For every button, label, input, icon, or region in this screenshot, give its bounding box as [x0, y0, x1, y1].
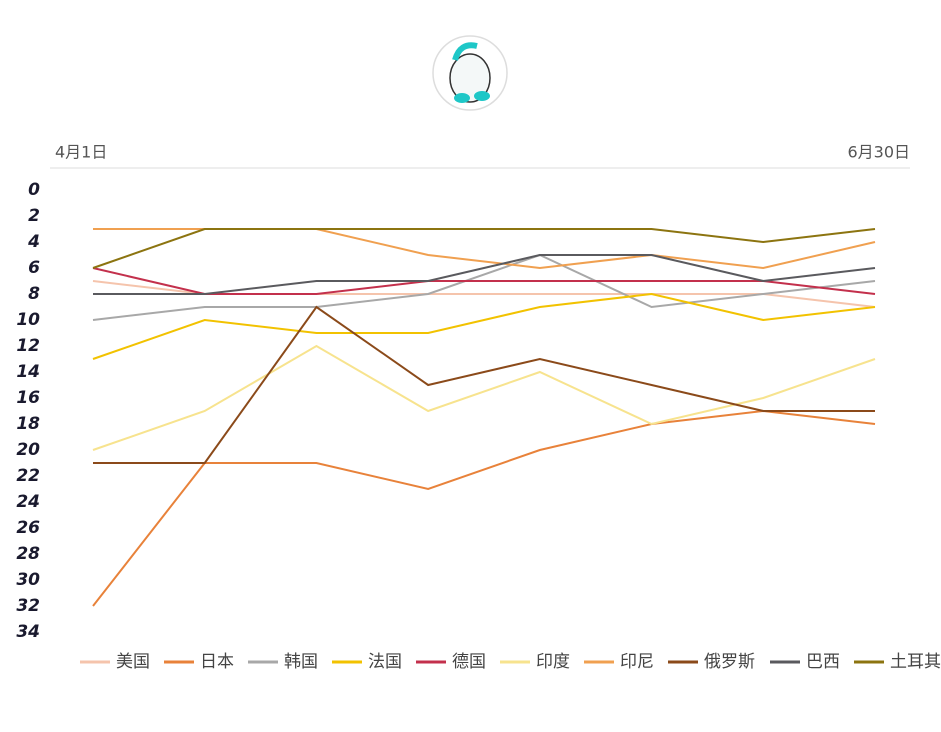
legend-label: 土耳其: [890, 652, 941, 672]
y-tick-label: 26: [16, 518, 40, 538]
x-tick-label: 4月1日: [55, 143, 107, 162]
series-line: [92, 292, 876, 360]
legend-label: 法国: [368, 652, 402, 672]
series-line: [92, 228, 876, 269]
y-tick-label: 18: [16, 414, 40, 434]
y-tick-label: 14: [16, 362, 40, 382]
y-tick-label: 32: [16, 596, 40, 616]
y-tick-label: 16: [16, 388, 40, 408]
series-line: [92, 267, 876, 295]
logo: [432, 35, 508, 111]
y-tick-label: 30: [16, 570, 40, 590]
y-tick-label: 20: [16, 440, 40, 460]
series-line: [93, 228, 876, 270]
x-tick-label: 6月30日: [847, 143, 910, 162]
series-line: [93, 305, 875, 464]
legend-label: 德国: [452, 652, 486, 672]
legend-label: 美国: [116, 652, 150, 672]
legend-label: 俄罗斯: [704, 652, 755, 672]
y-tick-label: 4: [27, 232, 40, 252]
legend-label: 印尼: [620, 652, 654, 672]
y-tick-label: 22: [16, 466, 40, 486]
legend-label: 日本: [200, 652, 234, 672]
y-tick-label: 8: [28, 284, 40, 304]
y-tick-label: 28: [16, 544, 40, 564]
legend-label: 韩国: [284, 652, 318, 672]
legend-label: 巴西: [806, 652, 840, 672]
y-tick-label: 10: [16, 310, 40, 330]
legend-label: 印度: [536, 652, 570, 672]
y-tick-label: 12: [16, 336, 40, 356]
series-line: [92, 344, 876, 451]
series-line: [92, 253, 876, 321]
y-tick-label: 6: [28, 258, 40, 278]
y-tick-label: 0: [28, 180, 40, 200]
series-line: [92, 409, 876, 607]
y-tick-label: 34: [16, 622, 40, 642]
series-line: [93, 254, 876, 295]
y-tick-label: 24: [16, 492, 40, 512]
y-tick-label: 2: [28, 206, 40, 226]
